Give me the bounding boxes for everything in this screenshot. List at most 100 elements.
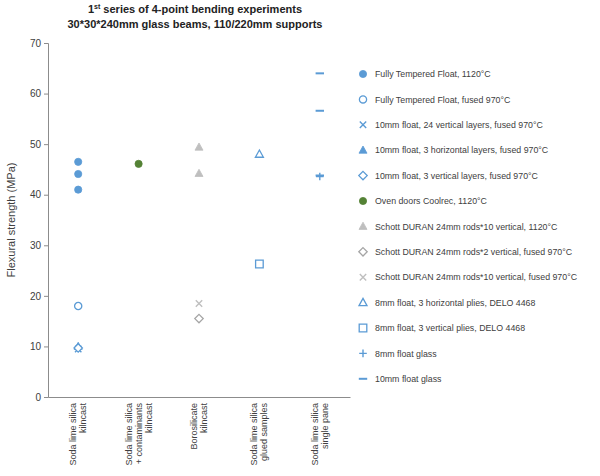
y-tick: 0 [35,392,48,403]
point [75,158,82,165]
x-tick-label: Soda lime silicasingle pane [310,403,330,466]
series [195,314,203,322]
y-tick-mark [44,195,48,196]
legend-label: 8mm float, 3 horizontal plies, DELO 4468 [375,298,535,308]
legend-marker [360,274,366,280]
chart: 1st series of 4-point bending experiment… [0,0,600,476]
point [195,169,203,176]
y-tick-mark [44,346,48,347]
legend-item: 8mm float glass [359,349,437,359]
legend-label: 10mm float glass [375,374,442,384]
y-tick-mark [44,296,48,297]
legend-item: Schott DURAN 24mm rods*2 vertical, fused… [359,247,573,257]
series [316,73,324,175]
y-tick-label: 70 [30,38,42,49]
point [75,302,82,309]
legend-item: Schott DURAN 24mm rods*10 vertical, fuse… [360,272,578,282]
y-axis-title: Flexural strength (MPa) [5,163,17,278]
title: 1st series of 4-point bending experiment… [88,3,302,15]
y-tick: 10 [30,341,48,352]
series [74,344,82,352]
y-tick: 60 [30,88,48,99]
point [316,110,324,112]
legend-marker [360,122,366,128]
series [75,158,82,193]
legend-marker [359,378,367,380]
point [135,160,142,167]
legend-marker [359,146,367,153]
y-tick: 30 [30,240,48,251]
plot-area [74,73,324,352]
legend-label: 10mm float, 3 horizontal layers, fused 9… [375,145,549,155]
legend-marker [359,248,367,256]
point [316,173,324,181]
y-tick-label: 40 [30,189,42,200]
legend-item: Fully Tempered Float, fused 970°C [359,95,511,105]
legend-label: 8mm float, 3 vertical plies, DELO 4468 [375,323,525,333]
y-tick: 50 [30,139,48,150]
point [316,72,324,74]
y-tick-label: 20 [30,291,42,302]
y-tick-mark [44,245,48,246]
x-tick-label: Borosilicatekilncast [189,403,209,450]
y-tick-label: 10 [30,341,42,352]
y-tick-label: 50 [30,139,42,150]
point [74,344,82,352]
point [75,186,82,193]
legend-marker [359,96,366,103]
series [255,150,263,157]
x-tick-label: Soda lime silicaglued samples [249,403,269,466]
x-axis-line [49,397,351,398]
legend-label: 8mm float glass [375,349,437,359]
legend-item: 8mm float, 3 horizontal plies, DELO 4468 [359,298,535,308]
legend-label: Oven doors Coolrec, 1120°C [375,196,488,206]
legend-label: 10mm float, 24 vertical layers, fused 97… [375,120,543,130]
subtitle: 30*30*240mm glass beams, 110/220mm suppo… [68,18,323,30]
legend-marker [359,222,367,229]
legend-item: Schott DURAN 24mm rods*10 vertical, 1120… [359,222,558,232]
y-tick: 70 [30,38,48,49]
series [75,302,82,309]
legend-marker [359,350,367,358]
legend-marker [359,324,367,332]
legend-marker [359,171,367,179]
point [75,170,82,177]
y-tick-label: 60 [30,88,42,99]
legend-item: 10mm float glass [359,374,442,384]
legend-label: Fully Tempered Float, 1120°C [375,69,491,79]
x-tick: Soda lime silicakilncast [68,397,88,466]
legend-label: Schott DURAN 24mm rods*10 vertical, 1120… [375,222,558,232]
legend: Fully Tempered Float, 1120°C Fully Temper… [359,69,578,384]
y-axis: 0 10 20 30 40 50 60 70 [30,38,49,403]
y-tick-label: 0 [35,392,41,403]
y-tick-label: 30 [30,240,42,251]
legend-item: 10mm float, 24 vertical layers, fused 97… [360,120,544,130]
series [256,260,264,268]
legend-item: 8mm float, 3 vertical plies, DELO 4468 [359,323,525,333]
point [256,260,264,268]
x-tick: Borosilicatekilncast [189,397,209,450]
point [316,174,324,176]
series [135,160,142,167]
legend-item: 10mm float, 3 vertical layers, fused 970… [359,171,539,181]
legend-marker [359,197,366,204]
x-tick-label: Soda lime silica+ contaminantskilncast [124,403,154,466]
legend-marker [359,298,367,305]
series [316,173,324,181]
series [195,143,203,176]
legend-label: Fully Tempered Float, fused 970°C [375,95,511,105]
y-tick-mark [44,43,48,44]
legend-marker [359,70,366,77]
y-tick-mark [44,144,48,145]
x-tick: Soda lime silicasingle pane [310,397,330,466]
y-tick-mark [44,397,48,398]
y-axis-line [44,44,49,398]
series [196,300,202,306]
point [195,143,203,150]
point [255,150,263,157]
x-tick: Soda lime silicaglued samples [249,397,269,466]
point [195,314,203,322]
legend-label: 10mm float, 3 vertical layers, fused 970… [375,171,539,181]
legend-label: Schott DURAN 24mm rods*2 vertical, fused… [375,247,573,257]
legend-item: Oven doors Coolrec, 1120°C [359,196,487,206]
